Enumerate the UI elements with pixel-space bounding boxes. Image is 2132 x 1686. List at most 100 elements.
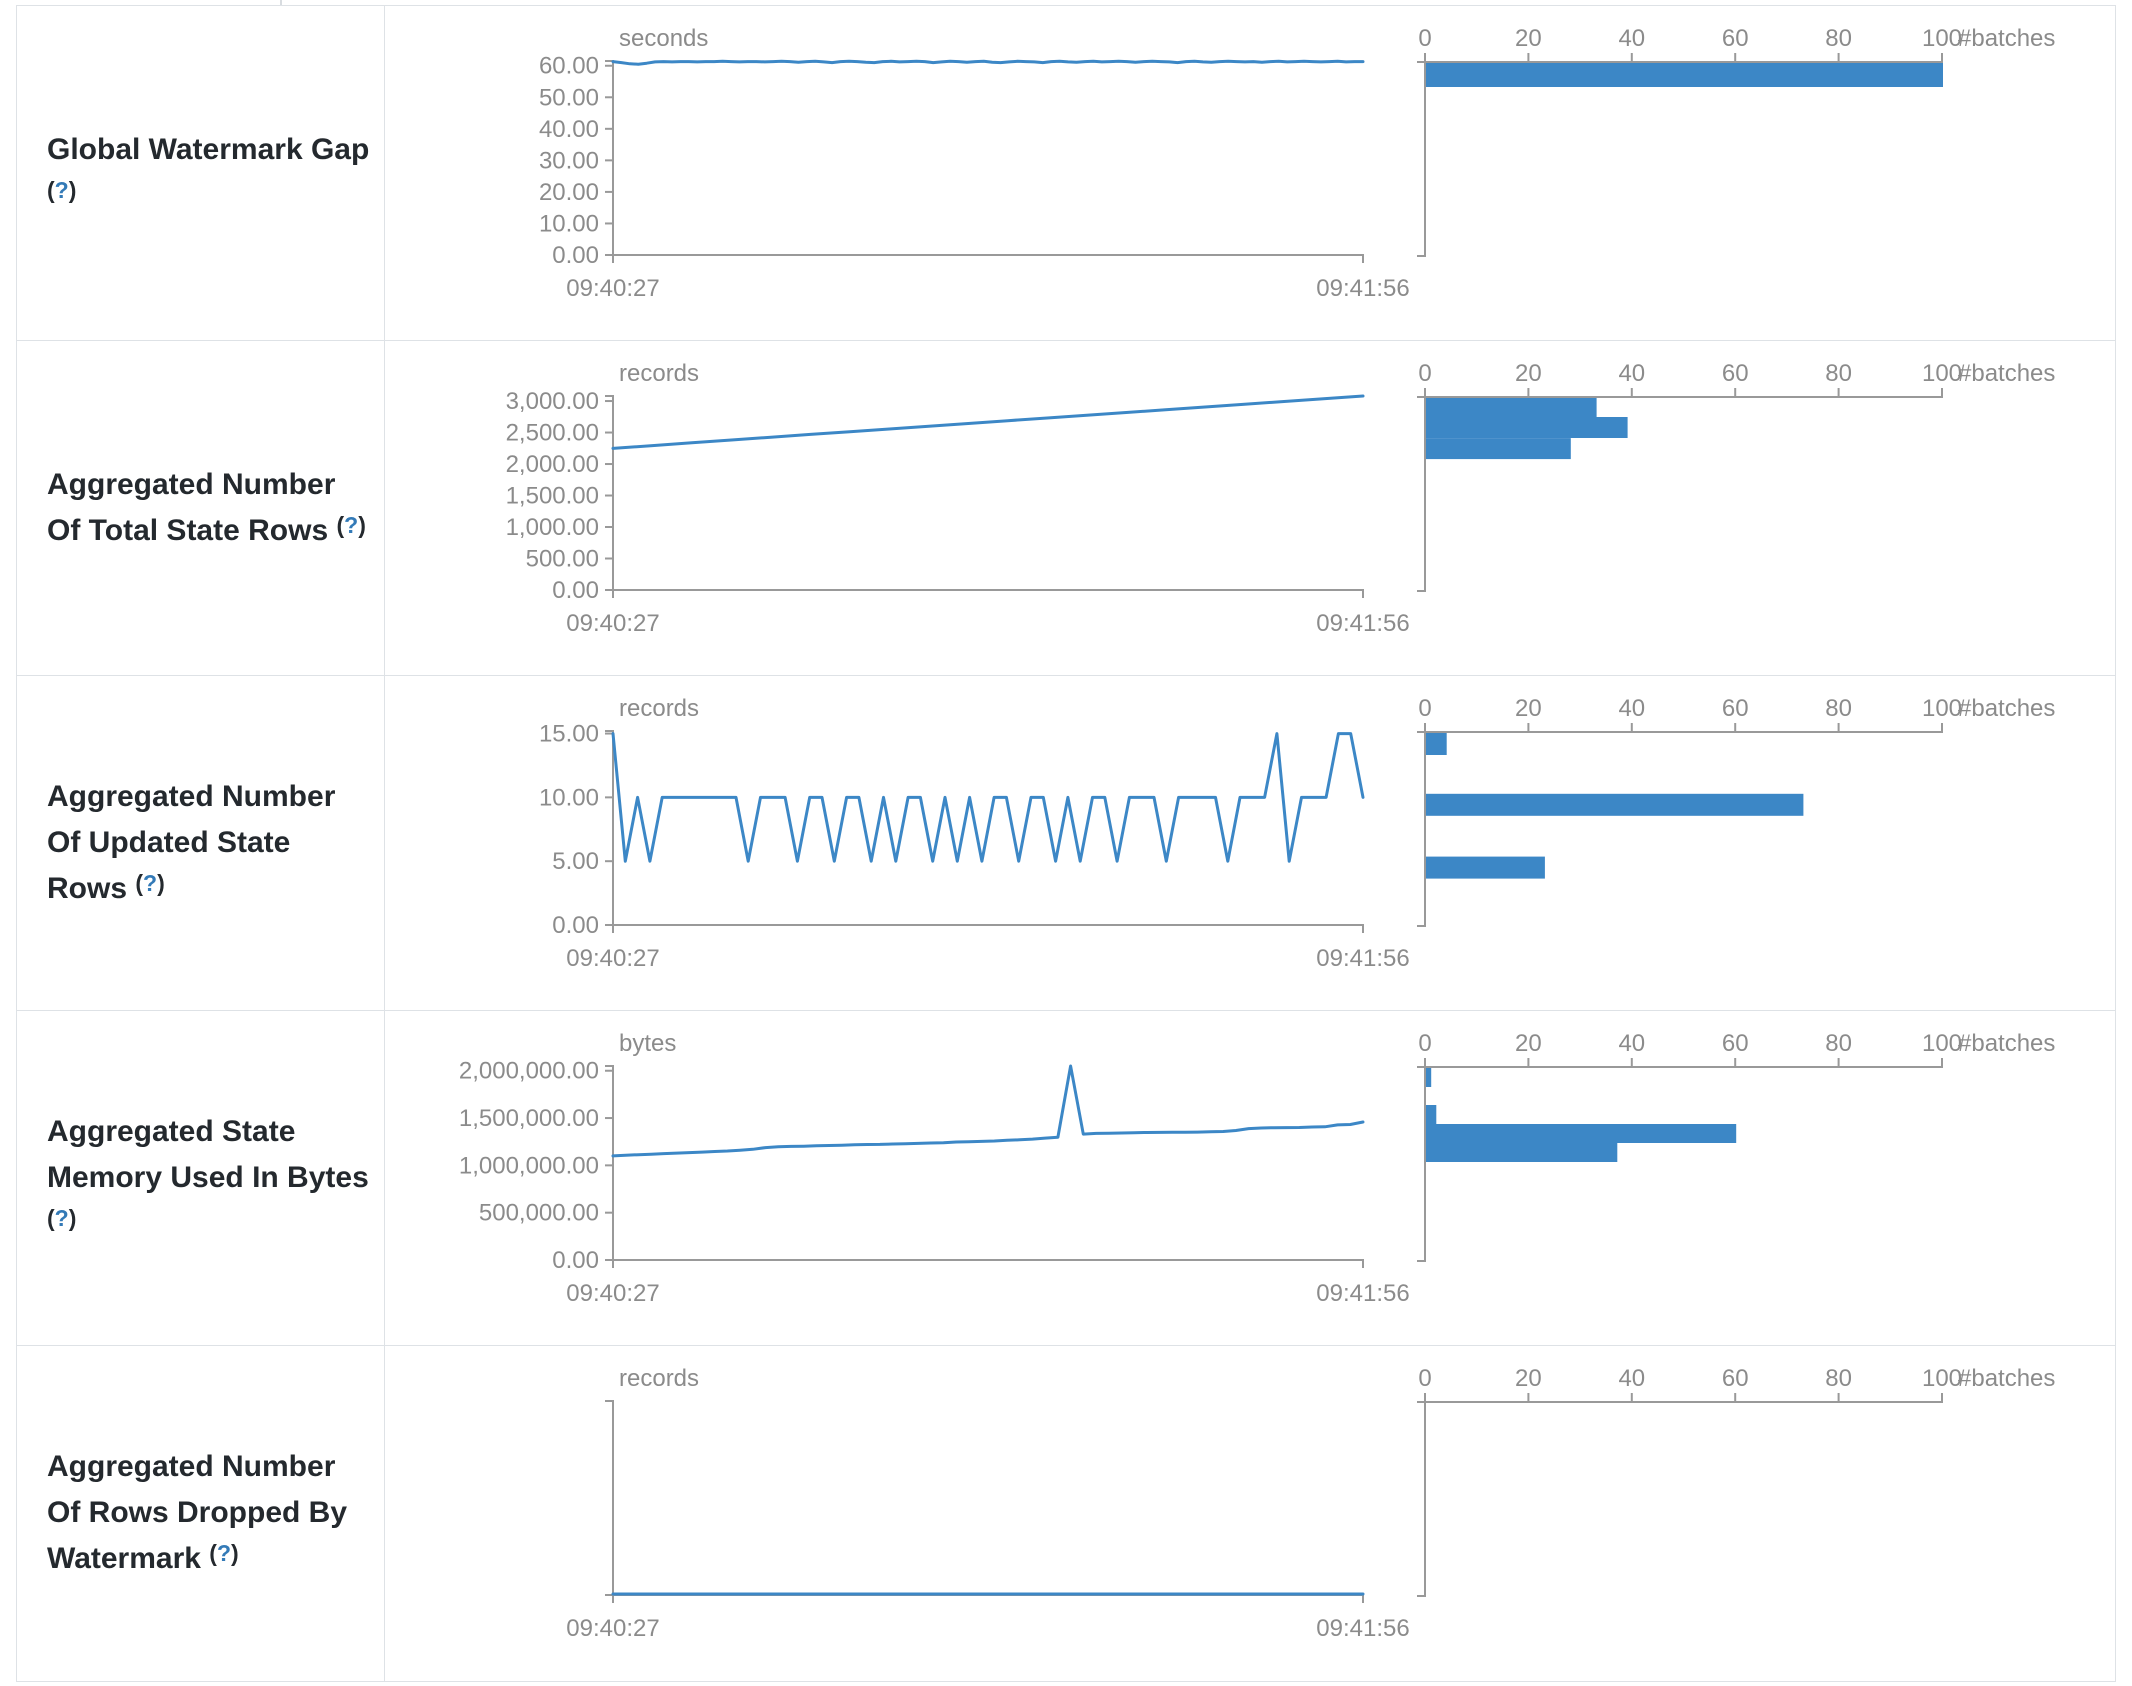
histogram-bar [1426,438,1571,460]
batches-tick-label: 20 [1515,695,1542,722]
batches-tick-label: 60 [1722,360,1749,387]
timeline-chart: records 15.00 10.00 5.00 0.00 09:40:27 09:41:5… [539,695,1410,972]
batches-tick-label: 0 [1418,1365,1431,1392]
charts-cell: records 09:40:27 09:41:56 0 20 40 60 80 100 #batc… [385,1346,2116,1681]
y-tick-label: 40.00 [539,116,599,143]
batches-tick-label: 40 [1618,1030,1645,1057]
x-axis-start-label: 09:40:27 [566,1615,659,1642]
y-tick-label: 1,500.00 [506,483,599,510]
histogram-bar [1426,1105,1437,1124]
x-axis-start-label: 09:40:27 [566,1280,659,1307]
question-mark-icon: ? [54,176,69,203]
metric-label-cell: Aggregated Number Of Total State Rows (?… [17,341,385,675]
metric-label: Aggregated State Memory Used In Bytes (?… [47,1114,369,1231]
question-mark-icon: ? [216,1540,232,1566]
y-axis [605,1400,614,1596]
metric-label-cell: Aggregated Number Of Updated State Rows … [17,676,385,1010]
histogram-bar [1426,398,1597,419]
y-axis [605,395,614,591]
batches-tick-label: 60 [1722,1365,1749,1392]
metric-row: Aggregated State Memory Used In Bytes (?… [17,1011,2115,1346]
metric-label: Aggregated Number Of Total State Rows (?… [47,467,366,547]
y-tick-label: 500.00 [526,546,599,573]
y-tick-label: 60.00 [539,53,599,80]
y-tick-label: 2,000.00 [506,451,599,478]
y-axis [605,60,614,256]
y-tick-label: 15.00 [539,721,599,748]
charts-cell: bytes 2,000,000.00 1,500,000.00 1,000,000.0… [385,1011,2116,1345]
charts-cell: records 3,000.00 2,500.00 2,000.00 1,500.00 1… [385,341,2116,675]
histogram-y-axis [1417,396,1426,592]
metric-charts-svg: seconds 60.00 50.00 40.00 30.00 20.00 10.00 0.0… [539,25,2055,302]
batches-tick-label: 60 [1722,25,1749,52]
histogram-chart: 0 20 40 60 80 100#batches [1417,695,2055,927]
x-axis-end-label: 09:41:56 [1316,945,1409,972]
batches-axis-label: #batches [1958,360,2055,387]
y-tick-label: 3,000.00 [506,388,599,415]
charts-cell: seconds 60.00 50.00 40.00 30.00 20.00 10.00 0.0… [385,6,2116,340]
metric-charts-svg: records 15.00 10.00 5.00 0.00 09:40:27 09:41:5… [539,695,2055,972]
histogram-y-axis [1417,61,1426,257]
timeline-line [611,1064,1365,1158]
help-link[interactable]: (?) [135,869,165,896]
x-axis-end-label: 09:41:56 [1316,610,1409,637]
batches-tick-label: 40 [1618,1365,1645,1392]
batches-tick-label: 20 [1515,1365,1542,1392]
x-axis-end-label: 09:41:56 [1316,1280,1409,1307]
metric-charts-svg: records 3,000.00 2,500.00 2,000.00 1,500.00 1… [506,360,2056,637]
batches-tick-label: 60 [1722,695,1749,722]
timeline-line [611,732,1365,863]
metric-row: Aggregated Number Of Rows Dropped By Wat… [17,1346,2115,1681]
unit-label: records [619,1365,699,1392]
batches-tick-label: 100 [1922,695,1962,722]
histogram-bar [1426,793,1804,816]
help-link[interactable]: (?) [209,1540,239,1566]
x-axis-start-label: 09:40:27 [566,945,659,972]
timeline-chart: records 09:40:27 09:41:56 [566,1365,1409,1642]
metric-charts-svg: bytes 2,000,000.00 1,500,000.00 1,000,000.0… [459,1030,2056,1307]
batches-tick-label: 0 [1418,1030,1431,1057]
x-axis [612,254,1364,263]
metric-charts-svg: records 09:40:27 09:41:56 0 20 40 60 80 100#batc… [566,1365,2055,1642]
x-axis-start-label: 09:40:27 [566,610,659,637]
histogram-bar [1426,417,1628,438]
timeline-chart: bytes 2,000,000.00 1,500,000.00 1,000,000.0… [459,1030,1410,1307]
batches-tick-label: 80 [1825,25,1852,52]
batches-tick-label: 100 [1922,25,1962,52]
help-link[interactable]: (?) [47,176,77,203]
unit-label: seconds [619,25,708,52]
timeline-chart: seconds 60.00 50.00 40.00 30.00 20.00 10.00 0.0… [539,25,1410,302]
statistics-table: Global Watermark Gap (?) seconds 60.00 50.0… [16,5,2116,1682]
y-tick-label: 20.00 [539,179,599,206]
question-mark-icon: ? [54,1204,69,1231]
histogram-bar [1426,1068,1432,1087]
histogram-chart: 0 20 40 60 80 100#batches [1417,360,2055,592]
top-cropped-row-fragment [0,0,2132,5]
y-tick-label: 2,500.00 [506,420,599,447]
charts-cell: records 15.00 10.00 5.00 0.00 09:40:27 09:41:5… [385,676,2116,1010]
batches-tick-label: 40 [1618,695,1645,722]
y-tick-label: 0.00 [552,912,599,939]
batches-axis [1424,388,1943,398]
help-link[interactable]: (?) [336,511,366,538]
timeline-line [611,394,1365,450]
metric-row: Aggregated Number Of Total State Rows (?… [17,341,2115,676]
batches-axis [1424,53,1943,63]
y-axis [605,1065,614,1261]
help-link[interactable]: (?) [47,1204,77,1231]
x-axis [612,924,1364,933]
batches-tick-label: 80 [1825,1365,1852,1392]
histogram-y-axis [1417,1401,1426,1597]
batches-axis [1424,1393,1943,1403]
x-axis [612,589,1364,598]
metric-label: Global Watermark Gap (?) [47,132,370,203]
batches-tick-label: 0 [1418,360,1431,387]
y-tick-label: 30.00 [539,147,599,174]
y-tick-label: 0.00 [552,577,599,604]
batches-axis-label: #batches [1958,695,2055,722]
batches-tick-label: 20 [1515,25,1542,52]
batches-axis-label: #batches [1958,1030,2055,1057]
batches-tick-label: 60 [1722,1030,1749,1057]
y-tick-label: 500,000.00 [479,1200,599,1227]
histogram-bar [1426,63,1943,87]
